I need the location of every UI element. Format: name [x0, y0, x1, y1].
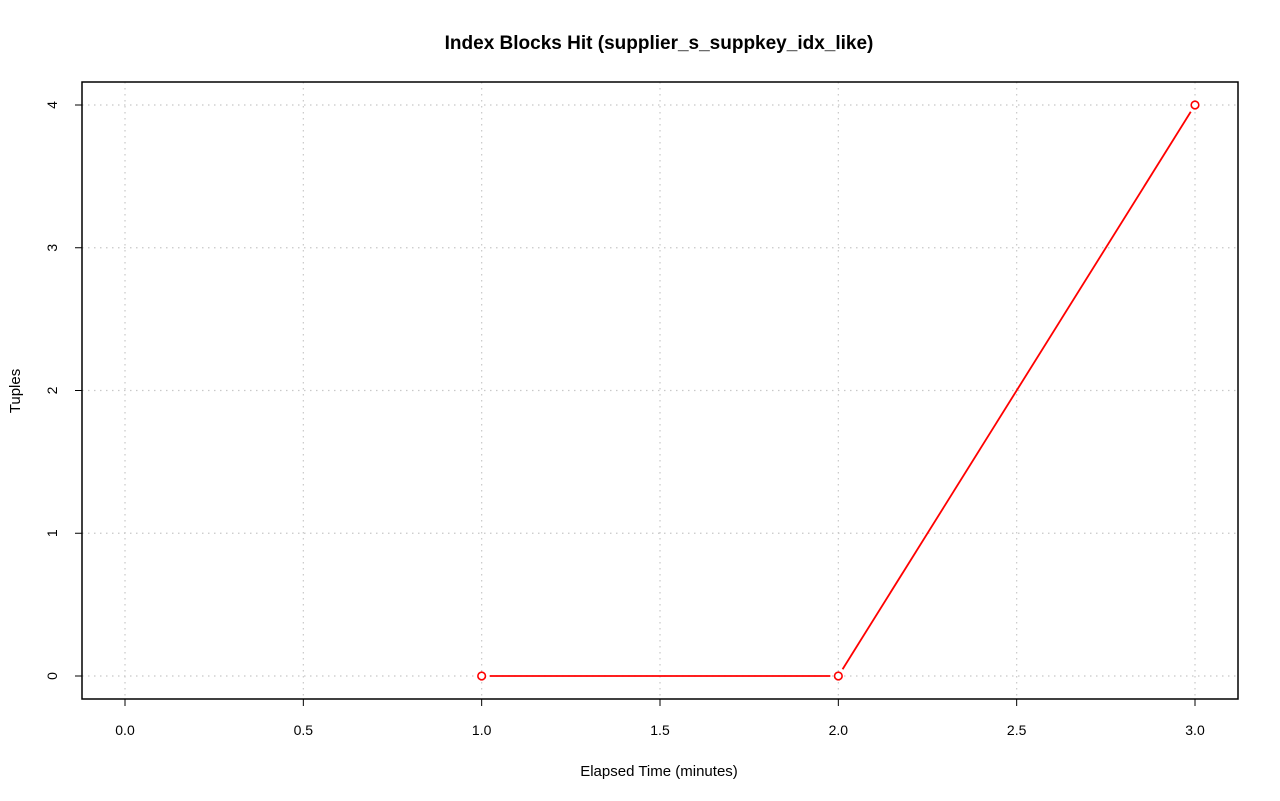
x-tick-label: 1.5	[650, 722, 670, 738]
x-tick-label: 2.5	[1007, 722, 1027, 738]
y-axis-label: Tuples	[7, 369, 24, 413]
x-tick-label: 0.5	[294, 722, 314, 738]
plot-frame	[81, 81, 1239, 700]
y-tick-label: 3	[44, 244, 60, 252]
x-tick-label: 1.0	[472, 722, 492, 738]
grid	[82, 82, 1238, 699]
series-line-segment	[841, 111, 1192, 670]
x-tick-label: 3.0	[1185, 722, 1205, 738]
data-point	[1190, 100, 1200, 110]
y-tick-label: 1	[44, 529, 60, 537]
y-tick-label: 4	[44, 101, 60, 109]
x-tick-label: 0.0	[115, 722, 135, 738]
series-layer	[477, 100, 1200, 681]
x-axis: 0.0 0.5 1.0 1.5 2.0 2.5 3.0	[115, 699, 1205, 738]
x-tick-label: 2.0	[829, 722, 849, 738]
data-point	[477, 671, 487, 681]
data-point	[833, 671, 843, 681]
y-axis: 0 1 2 3 4	[44, 101, 82, 680]
y-tick-label: 2	[44, 386, 60, 394]
y-tick-label: 0	[44, 672, 60, 680]
chart-title: Index Blocks Hit (supplier_s_suppkey_idx…	[445, 33, 874, 54]
x-axis-label: Elapsed Time (minutes)	[580, 763, 738, 780]
